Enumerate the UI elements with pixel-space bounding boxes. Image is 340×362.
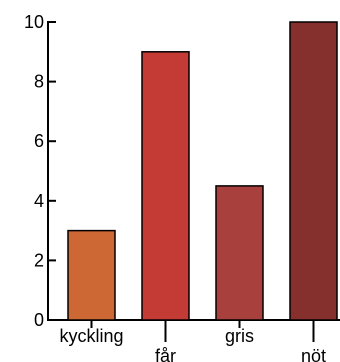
y-tick-label: 4 [34,191,44,211]
y-tick-label: 6 [34,131,44,151]
bar-kyckling [67,229,116,321]
y-tick-label: 8 [34,72,44,92]
x-tick-label: nöt [301,346,326,362]
bar-nöt [289,21,338,321]
bar-gris [215,185,264,321]
x-ticks: kyckling får gris nöt [59,320,326,362]
y-tick-label: 2 [34,250,44,270]
bars [67,21,338,321]
x-tick-label: gris [225,326,254,346]
bar-får [141,51,190,321]
y-ticks: 0 2 4 6 8 10 [24,12,56,330]
x-tick-label: får [155,346,176,362]
y-tick-label: 10 [24,12,44,32]
x-tick-label: kyckling [59,326,123,346]
y-tick-label: 0 [34,310,44,330]
